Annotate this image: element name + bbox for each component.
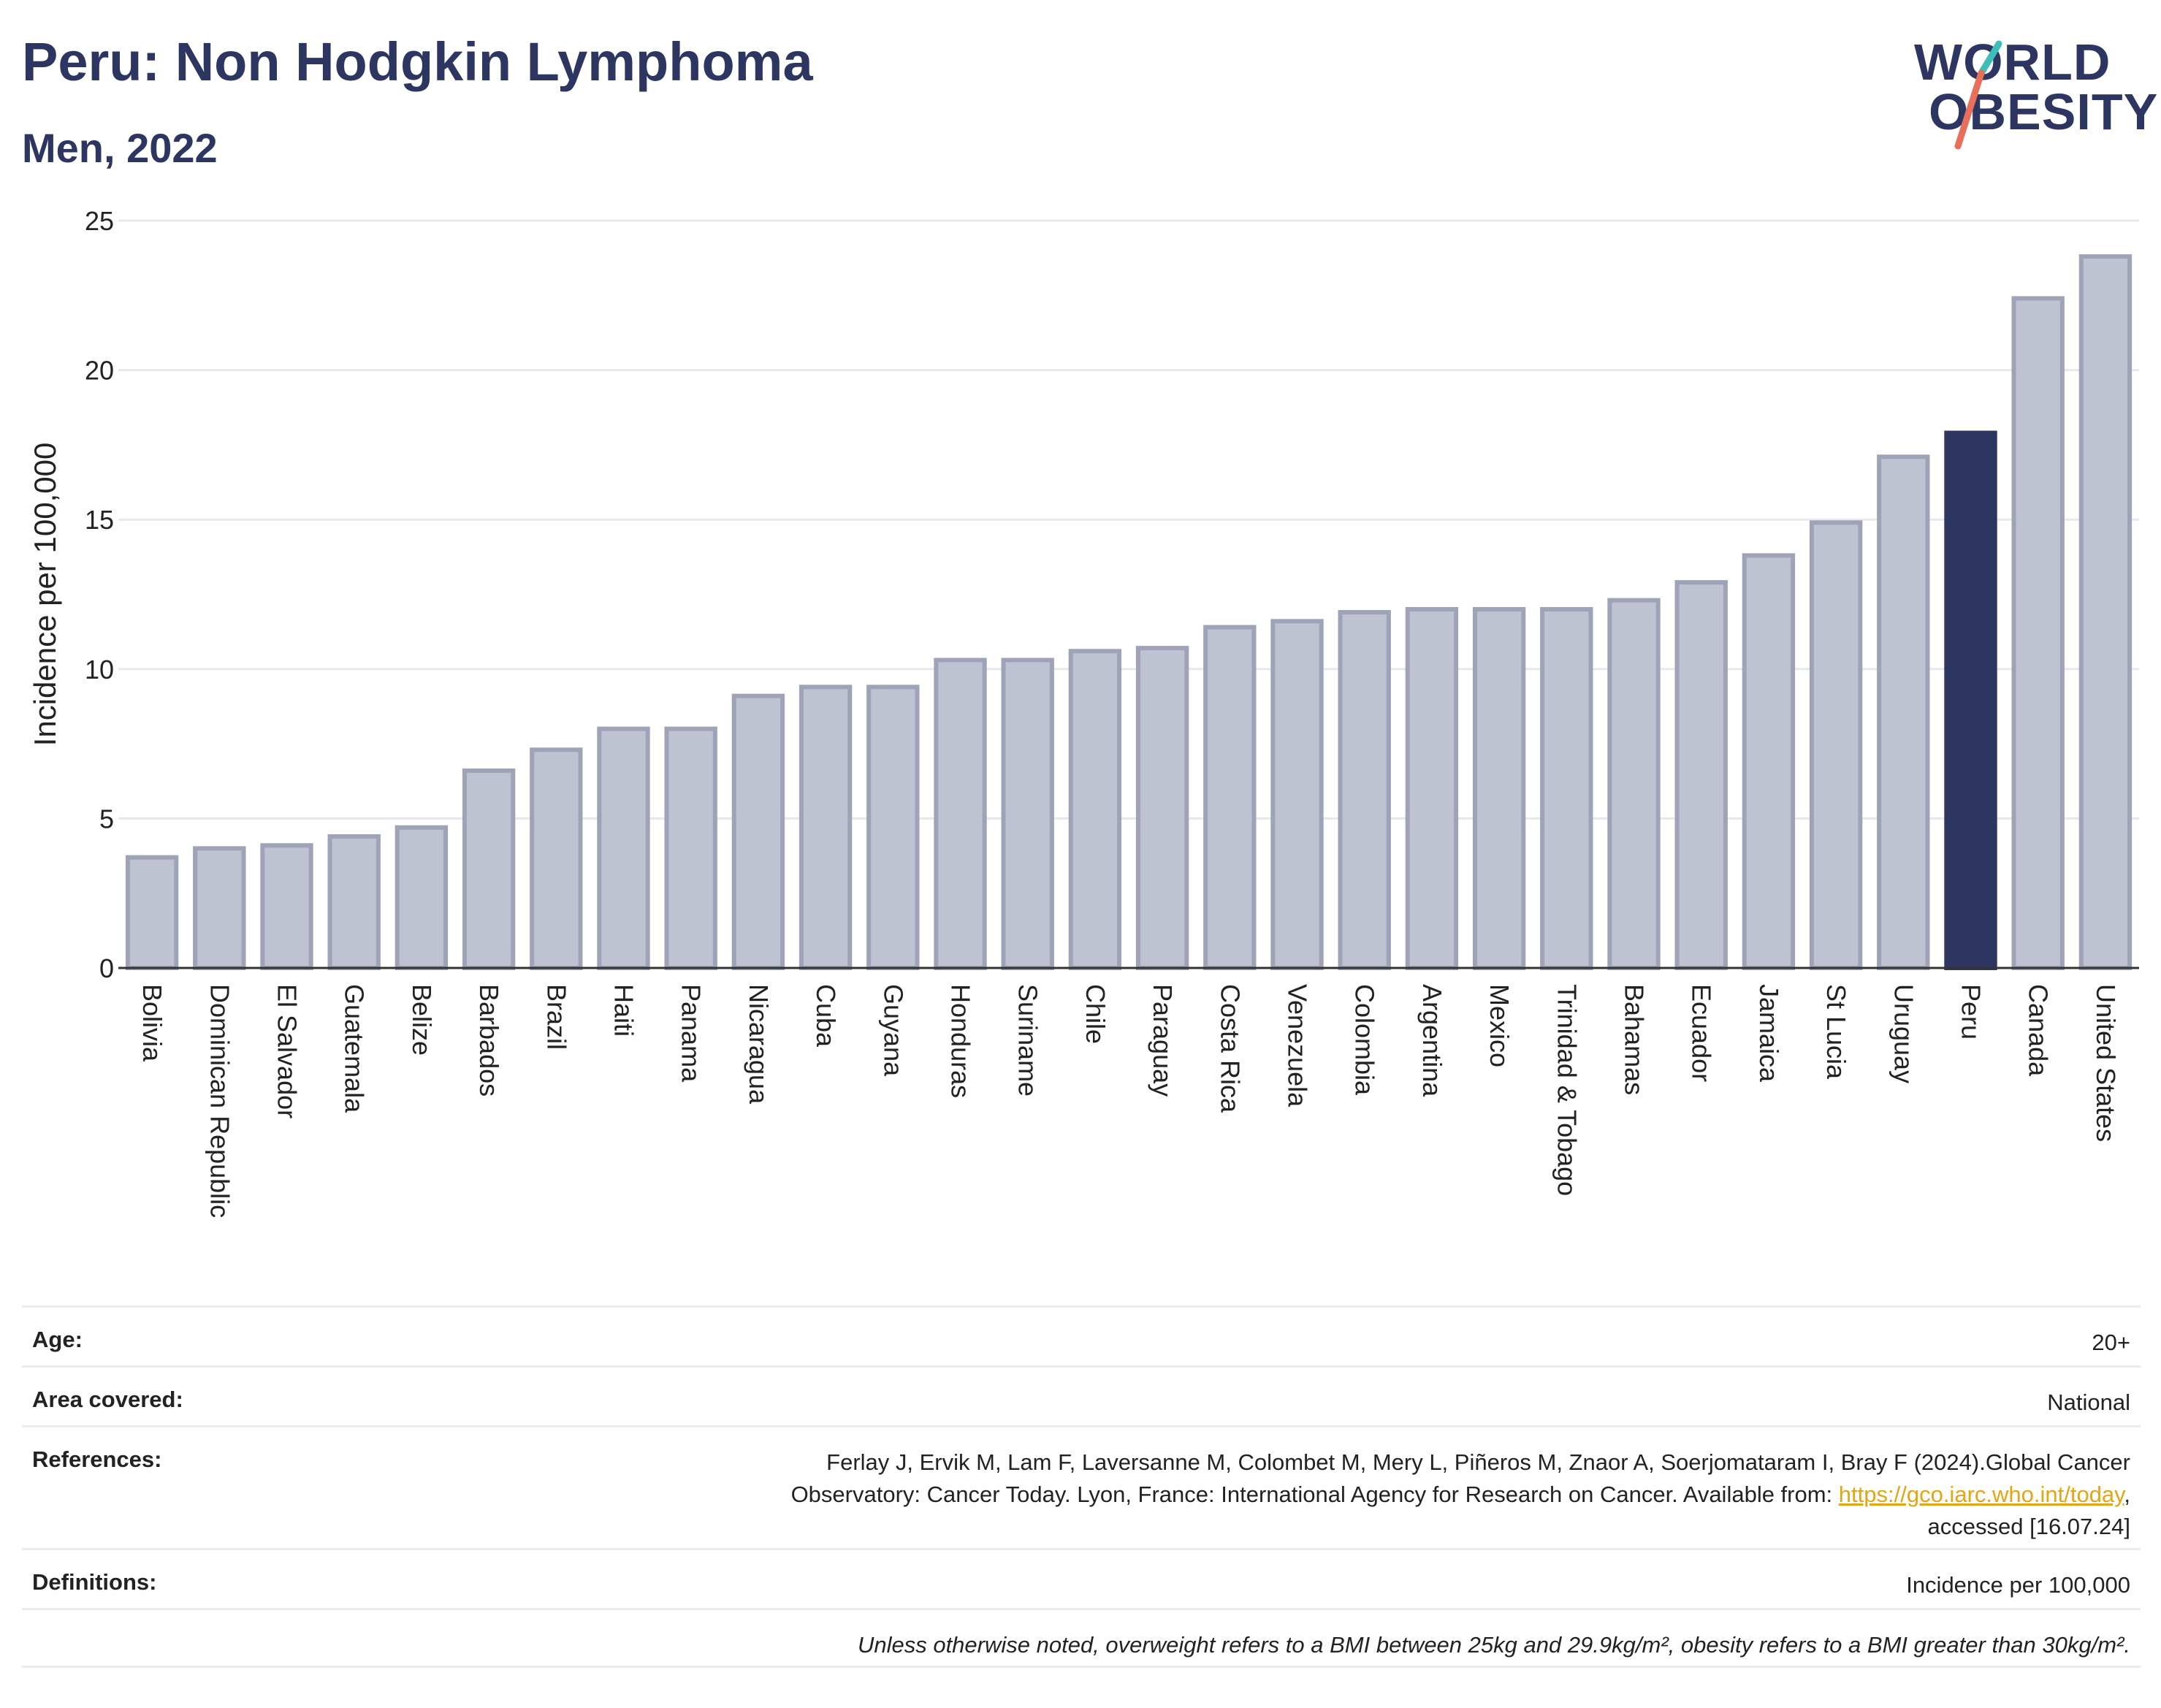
- x-tick-label: Guatemala: [340, 984, 370, 1113]
- bar: [125, 855, 179, 971]
- x-tick-label: Suriname: [1013, 984, 1043, 1097]
- x-tick-label: United States: [2091, 984, 2121, 1142]
- bmi-note: Unless otherwise noted, overweight refer…: [857, 1632, 2130, 1658]
- bar: [1944, 430, 1997, 971]
- bar: [1674, 580, 1728, 970]
- x-tick-label: Colombia: [1350, 984, 1380, 1096]
- x-tick-label: Chile: [1080, 984, 1110, 1044]
- bar: [597, 726, 650, 970]
- bar: [1068, 649, 1122, 970]
- definitions-label: Definitions:: [32, 1569, 157, 1595]
- x-tick-label: Ecuador: [1687, 984, 1717, 1082]
- references-value: Ferlay J, Ervik M, Lam F, Laversanne M, …: [791, 1446, 2130, 1543]
- bar: [1405, 606, 1459, 971]
- bar: [1338, 610, 1391, 970]
- info-row-area: Area covered: National: [22, 1365, 2141, 1425]
- references-link[interactable]: https://gco.iarc.who.int/today: [1838, 1482, 2124, 1507]
- references-line-3: accessed [16.07.24]: [1927, 1514, 2130, 1539]
- bar: [1809, 520, 1863, 970]
- logo-line-1: WORLD: [1914, 34, 2111, 91]
- info-table: Age: 20+ Area covered: National Referenc…: [22, 1305, 2141, 1668]
- bar: [1472, 606, 1526, 971]
- references-line-2: Observatory: Cancer Today. Lyon, France:…: [790, 1482, 1839, 1507]
- age-label: Age:: [32, 1327, 83, 1352]
- x-tick-label: Jamaica: [1754, 984, 1784, 1083]
- bar: [327, 834, 381, 971]
- x-tick-label: Guyana: [878, 984, 908, 1077]
- bar: [1135, 646, 1189, 970]
- bar: [1001, 657, 1054, 970]
- bar: [1607, 598, 1661, 971]
- y-axis-label: Incidence per 100,000: [28, 443, 62, 747]
- bar: [934, 657, 987, 970]
- bar: [1540, 606, 1593, 971]
- bar: [866, 685, 920, 970]
- bar: [1742, 553, 1796, 970]
- chart-title: Peru: Non Hodgkin Lymphoma: [22, 31, 813, 92]
- x-tick-label: Honduras: [946, 984, 976, 1098]
- x-tick-label: Dominican Republic: [205, 984, 235, 1218]
- definitions-value: Incidence per 100,000: [1906, 1572, 2130, 1598]
- x-tick-label: Canada: [2024, 984, 2054, 1077]
- bar: [1270, 619, 1324, 970]
- references-label: References:: [32, 1446, 162, 1472]
- bar: [462, 768, 516, 970]
- age-value: 20+: [2092, 1330, 2130, 1355]
- info-row-note: Unless otherwise noted, overweight refer…: [22, 1608, 2141, 1668]
- bar: [1203, 625, 1257, 971]
- x-tick-label: Haiti: [609, 984, 639, 1037]
- bar: [1877, 454, 1930, 970]
- info-row-definitions: Definitions: Incidence per 100,000: [22, 1548, 2141, 1608]
- bar: [2011, 296, 2065, 970]
- bar: [799, 685, 853, 970]
- bar: [260, 843, 313, 971]
- x-tick-label: Panama: [676, 984, 706, 1083]
- x-tick-label: St Lucia: [1821, 984, 1851, 1080]
- x-tick-label: Uruguay: [1889, 984, 1918, 1083]
- y-tick-label: 25: [85, 206, 114, 236]
- logo-slash-icon: [1954, 40, 2002, 150]
- x-tick-label: Bolivia: [137, 984, 167, 1062]
- x-tick-label: Brazil: [541, 984, 571, 1050]
- references-line-1: Ferlay J, Ervik M, Lam F, Laversanne M, …: [826, 1449, 2130, 1475]
- x-tick-label: Trinidad & Tobago: [1552, 984, 1582, 1196]
- bar: [664, 726, 717, 970]
- y-tick-label: 20: [85, 356, 114, 386]
- x-tick-label: Cuba: [811, 984, 841, 1048]
- y-tick-label: 15: [85, 505, 114, 535]
- y-tick-label: 5: [99, 804, 114, 834]
- bar: [2078, 254, 2133, 970]
- area-label: Area covered:: [32, 1387, 183, 1412]
- x-tick-label: Venezuela: [1283, 984, 1313, 1107]
- chart-subtitle: Men, 2022: [22, 125, 218, 171]
- x-tick-label: Mexico: [1485, 984, 1514, 1067]
- world-obesity-logo: WORLD OBESITY: [1899, 22, 2157, 153]
- y-tick-label: 10: [85, 655, 114, 685]
- x-tick-label: Barbados: [474, 984, 504, 1097]
- info-row-references: References: Ferlay J, Ervik M, Lam F, La…: [22, 1425, 2141, 1548]
- references-line-2-end: ,: [2124, 1482, 2130, 1507]
- bar: [395, 825, 449, 971]
- bar: [530, 747, 583, 970]
- info-row-age: Age: 20+: [22, 1305, 2141, 1365]
- y-tick-label: 0: [99, 953, 114, 983]
- x-tick-label: Paraguay: [1148, 984, 1178, 1097]
- x-tick-label: Bahamas: [1620, 984, 1650, 1095]
- x-tick-label: El Salvador: [272, 984, 302, 1118]
- bar-chart: 0 5 10 15 20 25 Incidence per 100,000 Bolivia Do…: [28, 206, 2139, 1218]
- x-tick-label: Costa Rica: [1215, 984, 1245, 1113]
- x-tick-label: Belize: [407, 984, 437, 1056]
- bar: [193, 846, 246, 970]
- x-tick-label: Peru: [1956, 984, 1986, 1040]
- x-tick-label: Nicaragua: [744, 984, 774, 1105]
- area-value: National: [2047, 1389, 2130, 1415]
- bar: [731, 693, 785, 970]
- x-tick-label: Argentina: [1417, 984, 1447, 1097]
